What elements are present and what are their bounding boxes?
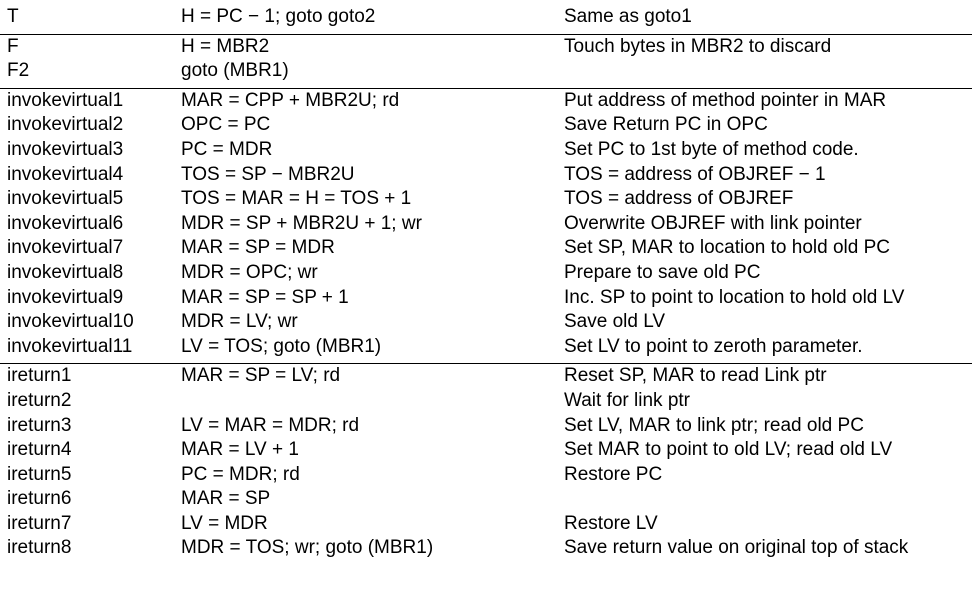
row-comment: Prepare to save old PC bbox=[564, 261, 761, 283]
row-comment: TOS = address of OBJREF − 1 bbox=[564, 163, 826, 185]
row-label: ireturn6 bbox=[7, 488, 72, 510]
row-label: ireturn7 bbox=[7, 512, 72, 534]
row-comment: Save Return PC in OPC bbox=[564, 114, 768, 136]
row-label: invokevirtual8 bbox=[7, 261, 124, 283]
row-comment: Save old LV bbox=[564, 311, 666, 333]
table-row: ireturn1 MAR = SP = LV; rd Reset SP, MAR… bbox=[0, 364, 972, 389]
row-label: ireturn2 bbox=[7, 389, 72, 411]
table-row: invokevirtual11 LV = TOS; goto (MBR1) Se… bbox=[0, 335, 972, 360]
row-comment: Save return value on original top of sta… bbox=[564, 537, 909, 559]
row-label: invokevirtual9 bbox=[7, 286, 124, 308]
table-group-invokevirtual: invokevirtual1 MAR = CPP + MBR2U; rd Put… bbox=[0, 87, 972, 360]
row-comment: Restore PC bbox=[564, 463, 663, 485]
table-row: ireturn6 MAR = SP bbox=[0, 487, 972, 512]
row-label: invokevirtual7 bbox=[7, 237, 124, 259]
table-row: ireturn3 LV = MAR = MDR; rd Set LV, MAR … bbox=[0, 414, 972, 439]
table-row: invokevirtual3 PC = MDR Set PC to 1st by… bbox=[0, 138, 972, 163]
row-label: ireturn8 bbox=[7, 537, 72, 559]
row-comment: Restore LV bbox=[564, 512, 658, 534]
row-label: invokevirtual3 bbox=[7, 138, 124, 160]
table-row: ireturn5 PC = MDR; rd Restore PC bbox=[0, 463, 972, 488]
row-label: ireturn5 bbox=[7, 463, 72, 485]
row-operation: goto (MBR1) bbox=[181, 60, 289, 82]
table-row: invokevirtual1 MAR = CPP + MBR2U; rd Put… bbox=[0, 89, 972, 114]
row-operation: MDR = LV; wr bbox=[181, 311, 298, 333]
table-group-false: F H = MBR2 Touch bytes in MBR2 to discar… bbox=[0, 33, 972, 84]
row-comment: Reset SP, MAR to read Link ptr bbox=[564, 365, 827, 387]
row-label: F bbox=[7, 35, 19, 57]
row-label: ireturn4 bbox=[7, 439, 72, 461]
row-comment: Wait for link ptr bbox=[564, 389, 690, 411]
table-row: invokevirtual2 OPC = PC Save Return PC i… bbox=[0, 113, 972, 138]
row-label: ireturn3 bbox=[7, 414, 72, 436]
table-row: invokevirtual9 MAR = SP = SP + 1 Inc. SP… bbox=[0, 286, 972, 311]
table-row: ireturn7 LV = MDR Restore LV bbox=[0, 512, 972, 537]
row-operation: MDR = SP + MBR2U + 1; wr bbox=[181, 212, 422, 234]
row-operation: MAR = SP = MDR bbox=[181, 237, 335, 259]
row-operation: H = MBR2 bbox=[181, 35, 270, 57]
row-label: T bbox=[7, 6, 19, 27]
row-label: invokevirtual4 bbox=[7, 163, 124, 185]
table-row: invokevirtual10 MDR = LV; wr Save old LV bbox=[0, 310, 972, 335]
row-operation: MDR = OPC; wr bbox=[181, 261, 318, 283]
row-comment: Set PC to 1st byte of method code. bbox=[564, 138, 859, 160]
table-row: F H = MBR2 Touch bytes in MBR2 to discar… bbox=[0, 35, 972, 60]
row-operation: PC = MDR; rd bbox=[181, 463, 300, 485]
table-group-ireturn: ireturn1 MAR = SP = LV; rd Reset SP, MAR… bbox=[0, 363, 972, 561]
table-row: invokevirtual5 TOS = MAR = H = TOS + 1 T… bbox=[0, 187, 972, 212]
row-operation: TOS = SP − MBR2U bbox=[181, 163, 355, 185]
table-row: invokevirtual6 MDR = SP + MBR2U + 1; wr … bbox=[0, 212, 972, 237]
row-operation: MAR = SP bbox=[181, 488, 271, 510]
table-row: invokevirtual4 TOS = SP − MBR2U TOS = ad… bbox=[0, 163, 972, 188]
row-operation: MDR = TOS; wr; goto (MBR1) bbox=[181, 537, 434, 559]
row-label: invokevirtual1 bbox=[7, 89, 124, 111]
row-comment: Put address of method pointer in MAR bbox=[564, 89, 887, 111]
row-comment: Inc. SP to point to location to hold old… bbox=[564, 286, 905, 308]
row-comment: Set SP, MAR to location to hold old PC bbox=[564, 237, 890, 259]
table-row: ireturn8 MDR = TOS; wr; goto (MBR1) Save… bbox=[0, 536, 972, 561]
table-row: ireturn4 MAR = LV + 1 Set MAR to point t… bbox=[0, 438, 972, 463]
row-label: invokevirtual2 bbox=[7, 114, 124, 136]
row-comment: TOS = address of OBJREF bbox=[564, 188, 794, 210]
row-operation: MAR = SP = SP + 1 bbox=[181, 286, 349, 308]
row-label: invokevirtual10 bbox=[7, 311, 134, 333]
row-comment: Touch bytes in MBR2 to discard bbox=[564, 35, 832, 57]
row-operation: LV = TOS; goto (MBR1) bbox=[181, 335, 382, 357]
row-operation: LV = MDR bbox=[181, 512, 268, 534]
table-group-goto: T H = PC − 1; goto goto2 Same as goto1 bbox=[0, 5, 972, 30]
row-comment: Overwrite OBJREF with link pointer bbox=[564, 212, 862, 234]
row-comment: Set LV to point to zeroth parameter. bbox=[564, 335, 863, 357]
row-operation: MAR = SP = LV; rd bbox=[181, 365, 341, 387]
row-comment: Same as goto1 bbox=[564, 6, 692, 27]
row-label: invokevirtual6 bbox=[7, 212, 124, 234]
row-label: invokevirtual5 bbox=[7, 188, 124, 210]
table-row: ireturn2 Wait for link ptr bbox=[0, 389, 972, 414]
row-operation: MAR = CPP + MBR2U; rd bbox=[181, 89, 400, 111]
row-operation: TOS = MAR = H = TOS + 1 bbox=[181, 188, 412, 210]
table-row: invokevirtual7 MAR = SP = MDR Set SP, MA… bbox=[0, 236, 972, 261]
row-label: ireturn1 bbox=[7, 365, 72, 387]
table-row: T H = PC − 1; goto goto2 Same as goto1 bbox=[0, 5, 972, 30]
row-comment: Set MAR to point to old LV; read old LV bbox=[564, 439, 893, 461]
row-comment: Set LV, MAR to link ptr; read old PC bbox=[564, 414, 864, 436]
row-label: F2 bbox=[7, 60, 30, 82]
row-label: invokevirtual11 bbox=[7, 335, 133, 357]
row-operation: MAR = LV + 1 bbox=[181, 439, 299, 461]
row-operation: LV = MAR = MDR; rd bbox=[181, 414, 360, 436]
row-operation: PC = MDR bbox=[181, 138, 273, 160]
table-row: F2 goto (MBR1) bbox=[0, 59, 972, 84]
row-operation: H = PC − 1; goto goto2 bbox=[181, 6, 376, 27]
table-row: invokevirtual8 MDR = OPC; wr Prepare to … bbox=[0, 261, 972, 286]
row-operation: OPC = PC bbox=[181, 114, 271, 136]
